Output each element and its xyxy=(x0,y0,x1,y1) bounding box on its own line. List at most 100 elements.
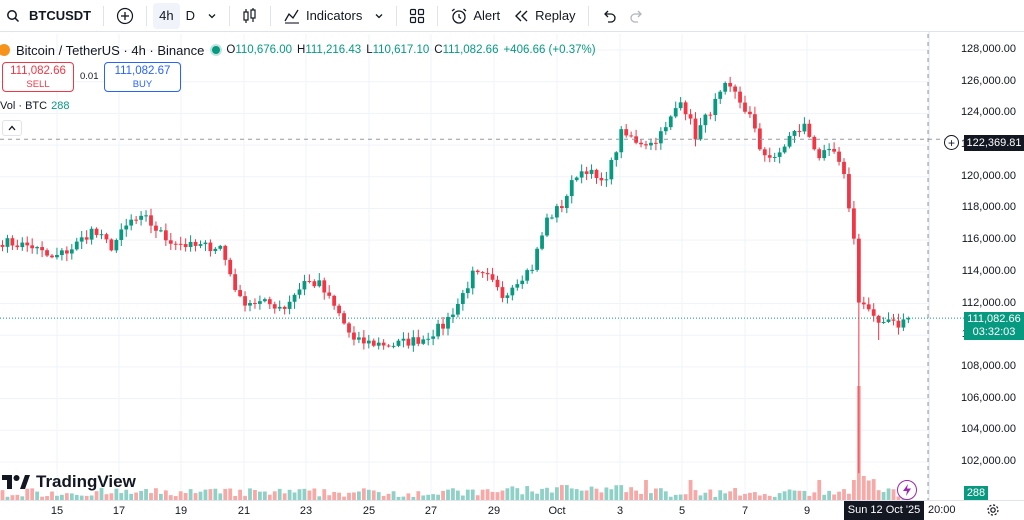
time-axis[interactable]: 15 17 19 21 23 25 27 29 Oct 3 5 7 9 xyxy=(0,500,1024,520)
crosshair-price-tag: 122,369.81 xyxy=(964,135,1024,151)
candle-body xyxy=(901,319,906,328)
candle-body xyxy=(757,128,762,150)
volume-bar xyxy=(738,495,742,500)
indicators-icon xyxy=(283,7,301,25)
collapse-legend-button[interactable] xyxy=(2,120,22,136)
volume-bar xyxy=(847,493,851,500)
candle-body xyxy=(876,315,881,323)
candle-body xyxy=(698,125,703,140)
candle-body xyxy=(579,171,584,178)
volume-bar xyxy=(569,488,574,500)
buy-button[interactable]: 111,082.67 BUY xyxy=(104,62,181,92)
interval-4h[interactable]: 4h xyxy=(153,2,180,29)
candle-body xyxy=(624,129,629,136)
volume-bar xyxy=(411,496,416,500)
chart-type-button[interactable] xyxy=(236,3,264,29)
volume-bar xyxy=(173,496,178,500)
redo-button[interactable] xyxy=(623,3,651,29)
candle-body xyxy=(555,206,559,218)
candle-body xyxy=(381,342,386,346)
volume-bar xyxy=(376,492,381,500)
candle-body xyxy=(0,244,5,247)
time-tick-label: 3 xyxy=(616,505,624,517)
candle-body xyxy=(495,279,500,288)
volume-bar xyxy=(20,496,25,500)
volume-legend[interactable]: Vol · BTC 288 xyxy=(0,100,69,112)
volume-bar xyxy=(426,494,431,500)
volume-bar xyxy=(574,489,579,500)
volume-bar xyxy=(757,495,762,500)
candle-body xyxy=(856,238,861,303)
last-price-tag: 111,082.66 03:32:03 xyxy=(964,312,1024,340)
volume-bar xyxy=(297,489,302,500)
candle-body xyxy=(787,135,792,147)
volume-bar xyxy=(441,490,445,500)
volume-bar xyxy=(154,488,158,500)
search-icon xyxy=(6,9,20,23)
tradingview-logo[interactable]: TradingView xyxy=(2,472,136,492)
candle-body xyxy=(673,108,678,117)
candle-body xyxy=(267,299,272,305)
candle-body xyxy=(663,127,668,132)
price-chart[interactable] xyxy=(0,0,1024,500)
candle-body xyxy=(465,288,470,294)
volume-bar xyxy=(748,492,752,500)
candle-body xyxy=(55,254,59,258)
volume-bar xyxy=(807,495,812,500)
gear-icon[interactable] xyxy=(986,503,1000,520)
candle-body xyxy=(183,244,188,248)
indicators-button[interactable]: Indicators xyxy=(277,3,368,29)
candle-body xyxy=(545,217,549,236)
alert-button[interactable]: Alert xyxy=(444,3,506,29)
candle-body xyxy=(312,281,317,287)
candle-body xyxy=(896,320,901,328)
volume-bar xyxy=(485,489,490,500)
bolt-icon[interactable] xyxy=(897,480,917,500)
interval-d[interactable]: D xyxy=(185,8,195,23)
time-tick-label: 21 xyxy=(237,505,251,517)
legend-title[interactable]: Bitcoin / TetherUS · 4h · Binance xyxy=(16,42,205,58)
volume-bar xyxy=(624,492,629,500)
compare-button[interactable] xyxy=(110,3,140,29)
candle-body xyxy=(15,245,20,248)
candle-body xyxy=(505,295,510,298)
volume-bar xyxy=(168,495,173,500)
volume-bar xyxy=(733,488,737,500)
candle-body xyxy=(213,248,218,252)
volume-bar xyxy=(896,496,901,500)
indicators-dropdown[interactable] xyxy=(368,3,390,29)
candle-body xyxy=(159,230,163,232)
candle-body xyxy=(550,217,554,219)
candle-body xyxy=(228,259,233,275)
volume-bar xyxy=(45,496,49,500)
layouts-button[interactable] xyxy=(403,3,431,29)
candle-body xyxy=(426,338,431,340)
candle-body xyxy=(223,245,228,260)
candle-body xyxy=(163,230,168,241)
interval-dropdown[interactable] xyxy=(201,3,223,29)
candle-body xyxy=(60,250,64,255)
symbol-name: BTCUSDT xyxy=(29,8,92,23)
candle-body xyxy=(272,304,277,309)
symbol-search[interactable]: BTCUSDT xyxy=(0,3,97,29)
candle-body xyxy=(277,306,282,309)
replay-button[interactable]: Replay xyxy=(506,3,581,29)
candle-body xyxy=(460,293,465,304)
volume-bar xyxy=(119,493,124,500)
divider xyxy=(146,5,148,26)
crosshair-time-hour: 20:00 xyxy=(928,504,956,516)
candle-body xyxy=(767,155,772,158)
volume-bar xyxy=(277,488,282,500)
volume-bar xyxy=(639,493,643,500)
sell-button[interactable]: 111,082.66 SELL xyxy=(2,62,74,92)
undo-button[interactable] xyxy=(595,3,623,29)
candle-body xyxy=(431,336,436,339)
volume-bar xyxy=(673,494,678,500)
candle-body xyxy=(456,303,460,315)
divider xyxy=(396,5,398,26)
candle-body xyxy=(718,91,723,99)
volume-bar xyxy=(30,488,35,500)
candle-body xyxy=(178,243,183,245)
add-alert-plus-button[interactable]: + xyxy=(944,135,959,150)
time-tick-label: 17 xyxy=(112,505,126,517)
